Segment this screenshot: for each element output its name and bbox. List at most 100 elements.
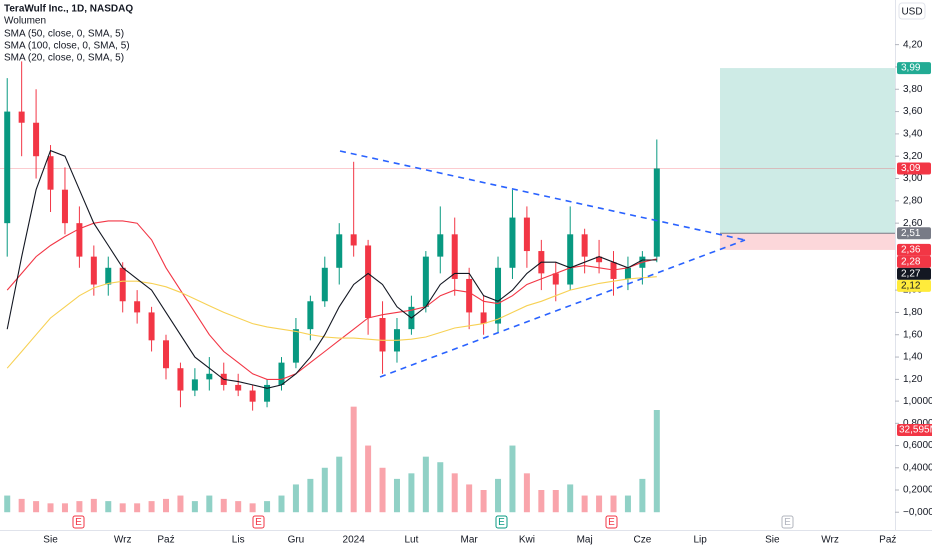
volume-bar (639, 478, 646, 513)
legend-entry: SMA (100, close, 0, SMA, 5) (4, 41, 130, 52)
volume-bar (18, 498, 25, 513)
volume-bar (191, 501, 198, 513)
price-label: 2,28 (901, 257, 921, 268)
candle-body (480, 312, 487, 324)
y-tick-label: 2,80 (903, 195, 923, 206)
volume-bar (422, 456, 429, 513)
price-label: 2,36 (901, 245, 921, 256)
x-tick-label: Gru (288, 535, 305, 546)
y-tick-label: 1,20 (903, 374, 923, 385)
candle-body (336, 234, 343, 268)
price-label: 2,27 (901, 269, 921, 280)
volume-bar (235, 501, 242, 513)
candle-body (321, 267, 328, 302)
y-tick-label: 3,20 (903, 151, 923, 162)
candle-body (4, 111, 11, 224)
candle-body (191, 379, 198, 391)
x-tick-label: Paź (157, 535, 174, 546)
y-tick-label: 4,20 (903, 39, 923, 50)
candle-body (278, 362, 285, 385)
sma-line (6, 220, 657, 380)
volume-bar (538, 490, 545, 513)
trendlines (339, 150, 746, 378)
upper-trendline (339, 150, 746, 241)
volume-bar (495, 478, 502, 513)
volume-bar (206, 495, 213, 513)
x-tick-label: Lut (404, 535, 418, 546)
y-tick-label: 1,60 (903, 329, 923, 340)
x-tick-label: Mar (461, 535, 479, 546)
volume-bar (653, 410, 660, 513)
volume-label-box (897, 424, 932, 436)
volume-bar (624, 495, 631, 513)
volume-bar (134, 503, 141, 513)
x-tick-label: Sie (43, 535, 58, 546)
candle-body (653, 168, 660, 257)
candle-body (451, 234, 458, 279)
price-label: 2,12 (901, 281, 921, 292)
volume-label: 32,595M (899, 425, 932, 436)
event-label: E (784, 517, 791, 528)
volume-bar (76, 501, 83, 513)
candle-body (596, 256, 603, 263)
volume-bar (466, 484, 473, 513)
y-tick-label: 3,80 (903, 84, 923, 95)
event-icon[interactable] (605, 515, 618, 529)
y-tick-label: 3,00 (903, 173, 923, 184)
candle-body (365, 245, 372, 318)
y-tick-label: 1,80 (903, 307, 923, 318)
sma-line (6, 276, 657, 369)
volume-bar (220, 498, 227, 513)
price-label: 3,09 (901, 163, 921, 174)
volume-bar (119, 503, 126, 513)
volume-bar (581, 495, 588, 513)
event-label: E (75, 517, 82, 528)
volume-bar (610, 495, 617, 513)
price-label-box (897, 267, 931, 280)
volume-bar (61, 503, 68, 513)
volume-bar (350, 406, 357, 513)
candle-body (206, 373, 213, 380)
x-tick-label: Sie (765, 535, 780, 546)
candle-body (105, 267, 112, 285)
volume-bar (90, 498, 97, 513)
price-label: 2,51 (901, 228, 921, 239)
event-icon[interactable] (781, 515, 794, 529)
candle-body (18, 111, 25, 123)
candle-body (292, 329, 299, 363)
candle-body (177, 368, 184, 391)
candle-body (379, 318, 386, 352)
volume-bar (307, 478, 314, 513)
volume-bar (249, 503, 256, 513)
candle-body (624, 267, 631, 279)
event-icon[interactable] (72, 515, 85, 529)
volume-bar (177, 495, 184, 513)
y2-tick-label: 0,8000 (903, 418, 932, 429)
candle-body (610, 262, 617, 279)
price-label-box (897, 62, 931, 75)
volume-title: Wolumen (4, 16, 46, 27)
x-tick-label: Kwi (519, 535, 535, 546)
volume-bar (278, 495, 285, 513)
y2-tick-label: 0,2000 (903, 485, 932, 496)
volume-bar (336, 456, 343, 513)
y-tick-label: 3,40 (903, 129, 923, 140)
candle-body (466, 278, 473, 313)
candle-body (422, 256, 429, 307)
legend: TeraWulf Inc., 1D, NASDAQ Wolumen SMA (5… (4, 4, 133, 64)
position-layer (0, 68, 895, 250)
price-label: 3,99 (901, 63, 921, 74)
volume-bar (437, 462, 444, 513)
event-icon[interactable] (495, 515, 508, 529)
currency-box[interactable] (898, 2, 926, 20)
y2-tick-label: 1,0000 (903, 396, 932, 407)
price-label-box (897, 162, 931, 175)
volume-bar (451, 473, 458, 513)
legend-entry: SMA (20, close, 0, SMA, 5) (4, 53, 124, 64)
event-icon[interactable] (252, 515, 265, 529)
volume-bar (596, 495, 603, 513)
x-tick-label: Cze (633, 535, 651, 546)
volume-bar (567, 484, 574, 513)
candle-body (134, 301, 141, 313)
